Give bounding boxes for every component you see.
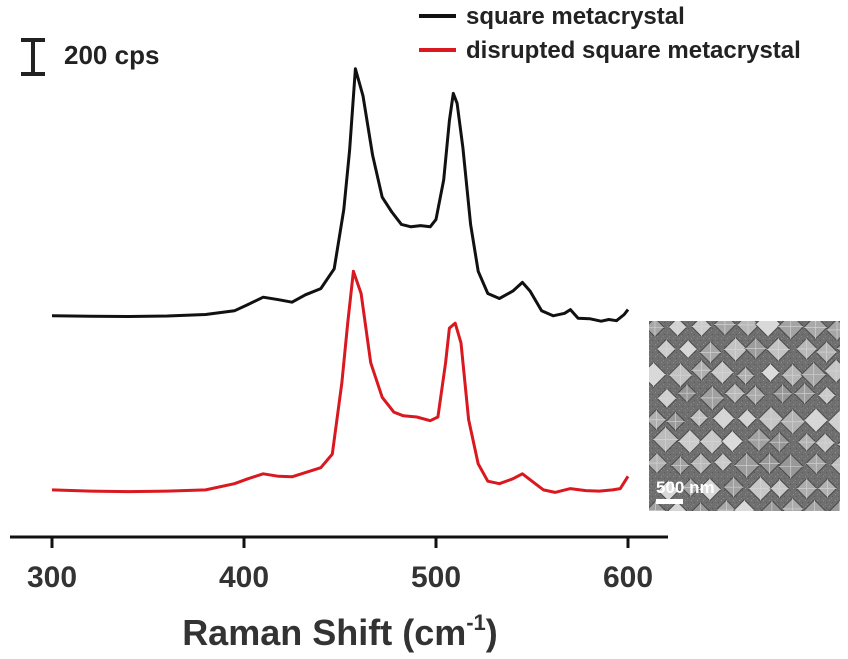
legend-label-2: disrupted square metacrystal: [466, 37, 801, 64]
inset-scale-bar: [656, 499, 683, 504]
x-tick-label: 300: [27, 561, 77, 594]
intensity-scale-bar: 200 cps: [21, 38, 159, 76]
x-axis-title: Raman Shift (cm-1): [182, 610, 498, 653]
x-tick-label: 400: [219, 561, 269, 594]
inset-scale-label: 500 nm: [656, 478, 715, 497]
x-tick-label: 600: [603, 561, 653, 594]
x-tick-label: 500: [411, 561, 461, 594]
series-layer: [51, 67, 630, 494]
series-line-1: [51, 67, 630, 323]
sem-inset-image: 500 nm: [649, 321, 840, 511]
legend: square metacrystal disrupted square metac…: [419, 3, 801, 64]
legend-label-1: square metacrystal: [466, 3, 685, 30]
x-axis-title-superscript: -1: [466, 610, 486, 635]
scale-bar-label: 200 cps: [64, 40, 159, 70]
x-axis-ticks: 300 400 500 600: [27, 537, 653, 594]
series-line-2: [51, 269, 630, 494]
